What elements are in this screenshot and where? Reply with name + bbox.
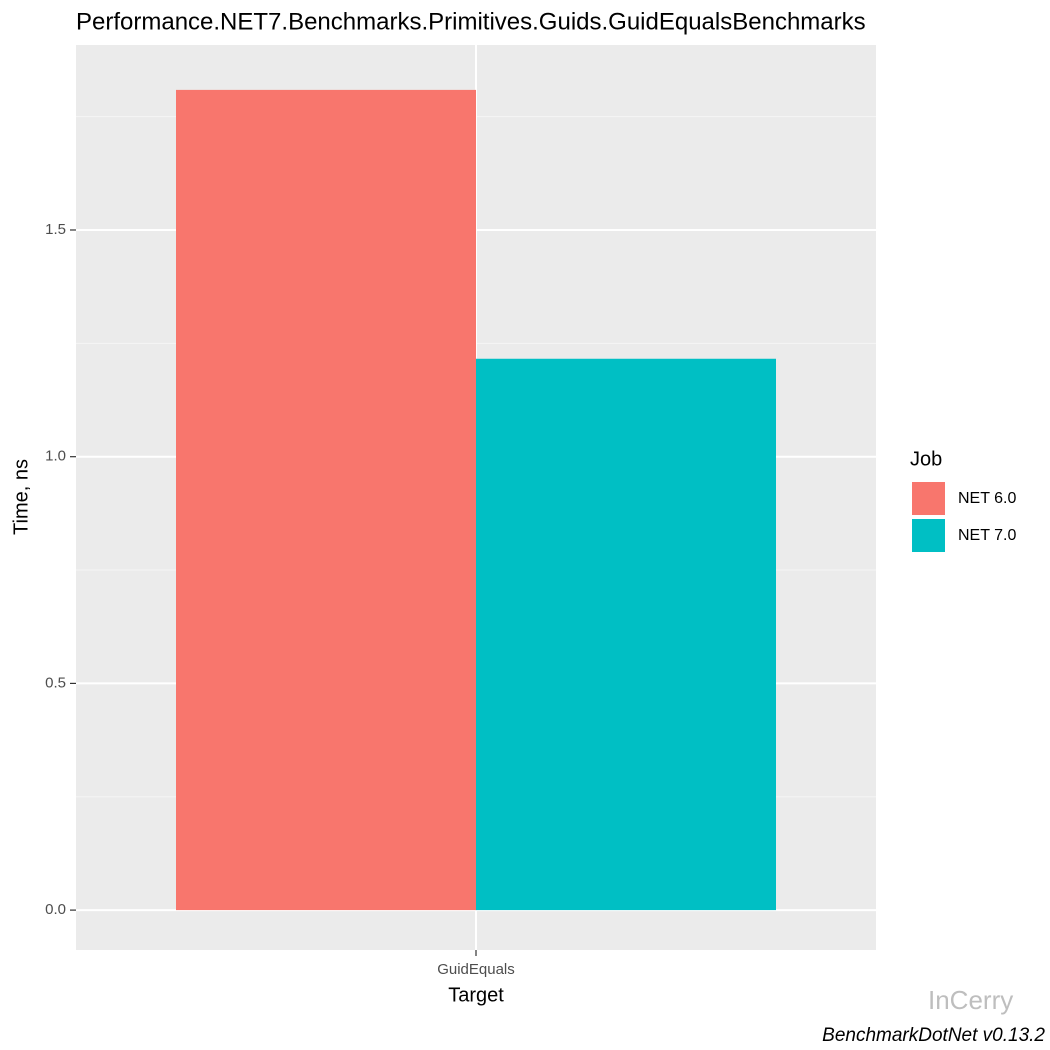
y-tick-label: 1.0 xyxy=(45,448,66,465)
watermark: InCerry xyxy=(928,985,1013,1015)
bar xyxy=(476,358,776,911)
y-tick-label: 0.5 xyxy=(45,674,66,691)
y-axis-title: Time, ns xyxy=(10,459,32,535)
x-axis-title: Target xyxy=(448,984,504,1006)
x-tick-label: GuidEquals xyxy=(437,961,515,978)
legend-key xyxy=(912,482,945,515)
legend-label: NET 6.0 xyxy=(958,490,1017,507)
legend-title: Job xyxy=(910,448,942,470)
caption: BenchmarkDotNet v0.13.2 xyxy=(822,1025,1045,1046)
y-tick-label: 1.5 xyxy=(45,221,66,238)
legend-label: NET 7.0 xyxy=(958,527,1017,544)
chart-title: Performance.NET7.Benchmarks.Primitives.G… xyxy=(76,8,866,35)
y-tick-label: 0.0 xyxy=(45,901,66,918)
legend-key xyxy=(912,519,945,552)
bar xyxy=(176,89,476,911)
